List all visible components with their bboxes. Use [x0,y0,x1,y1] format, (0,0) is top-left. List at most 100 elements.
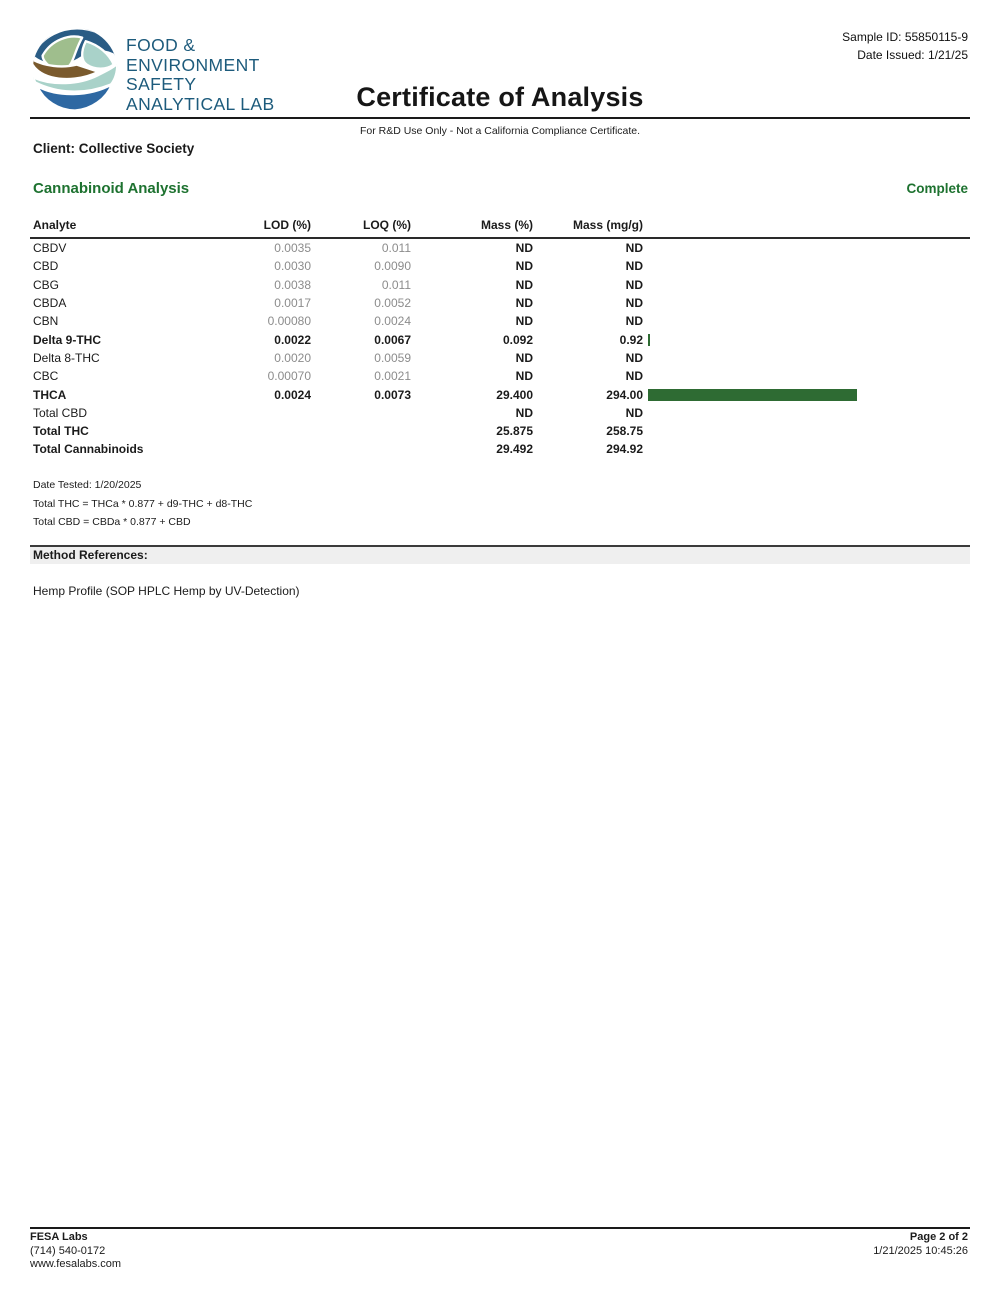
analyte-name: Delta 8-THC [33,350,100,365]
loq-value: 0.011 [381,277,411,292]
table-row: CBN 0.00080 0.0024 ND ND [30,312,970,330]
mass-mg-value: 294.92 [606,442,643,457]
lod-value: 0.00080 [267,314,311,329]
loq-value: 0.0059 [374,350,411,365]
analyte-name: CBD [33,259,59,274]
table-row: Delta 9-THC 0.0022 0.0067 0.092 0.92 [30,330,970,348]
client-name: Client: Collective Society [33,141,195,156]
analyte-name: CBG [33,277,60,292]
table-row: CBDA 0.0017 0.0052 ND ND [30,294,970,312]
footer-phone: (714) 540-0172 [30,1244,106,1257]
mass-mg-value: 258.75 [606,424,643,439]
mass-mg-value: ND [625,405,643,420]
col-header-lod: LOD (%) [263,218,311,232]
mass-bar-cell [643,388,970,401]
table-header-row: Analyte LOD (%) LOQ (%) Mass (%) Mass (m… [30,218,970,239]
lab-wordmark-line: ENVIRONMENT [126,54,260,75]
mass-pct-value: ND [515,259,533,274]
analyte-name: Total Cannabinoids [33,442,144,457]
mass-pct-value: ND [515,350,533,365]
footer-lab-info: FESA Labs (714) 540-0172 www.fesalabs.co… [30,1231,121,1272]
mass-mg-value: ND [625,259,643,274]
document-title: Certificate of Analysis [356,82,644,112]
compliance-disclaimer: For R&D Use Only - Not a California Comp… [359,125,641,137]
loq-value: 0.0067 [374,332,411,347]
lab-wordmark-line: FOOD & [126,35,196,55]
lab-logo [30,25,120,115]
loq-value: 0.0073 [374,387,411,402]
loq-value: 0.0052 [374,296,411,311]
lab-wordmark-line: ANALYTICAL LAB [126,93,275,114]
col-header-loq: LOQ (%) [363,218,411,232]
footer-lab-name: FESA Labs [30,1231,88,1243]
lab-wordmark-line: SAFETY [126,74,197,94]
table-row: CBDV 0.0035 0.011 ND ND [30,239,970,257]
table-row: CBD 0.0030 0.0090 ND ND [30,257,970,275]
sample-id: Sample ID: 55850115-9 [842,30,968,44]
analyte-name: CBN [33,314,59,329]
method-reference-item: Hemp Profile (SOP HPLC Hemp by UV-Detect… [33,584,300,598]
col-header-analyte: Analyte [33,218,77,232]
loq-value: 0.0024 [374,314,411,329]
total-cbd-formula: Total CBD = CBDa * 0.877 + CBD [33,516,191,529]
col-header-mass-mg: Mass (mg/g) [572,218,643,232]
lod-value: 0.0017 [274,296,311,311]
loq-value: 0.0021 [374,369,411,384]
mass-mg-value: ND [625,314,643,329]
date-issued: Date Issued: 1/21/25 [857,47,968,62]
loq-value: 0.011 [381,241,411,256]
lab-logo-icon [32,27,118,113]
lod-value: 0.0020 [274,350,311,365]
sample-info: Sample ID: 55850115-9 Date Issued: 1/21/… [842,29,968,64]
mass-pct-value: 25.875 [496,424,533,439]
total-thc-formula: Total THC = THCa * 0.877 + d9-THC + d8-T… [33,497,253,510]
analyte-name: THCA [33,387,67,402]
mass-pct-value: ND [515,369,533,384]
footer-page-number: Page 2 of 2 [909,1231,968,1243]
mass-pct-value: ND [515,296,533,311]
mass-pct-value: ND [515,405,533,420]
analysis-notes: Date Tested: 1/20/2025 Total THC = THCa … [33,476,252,532]
mass-mg-value: ND [625,296,643,311]
lod-value: 0.0030 [274,259,311,274]
table-row: CBC 0.00070 0.0021 ND ND [30,367,970,385]
table-row: THCA 0.0024 0.0073 29.400 294.00 [30,385,970,403]
mass-pct-value: ND [515,314,533,329]
mass-pct-value: 0.092 [502,332,533,347]
lod-value: 0.00070 [267,369,311,384]
section-header: Cannabinoid Analysis Complete [33,180,968,197]
section-title: Cannabinoid Analysis [33,180,190,197]
header-divider [30,117,970,119]
analyte-name: CBC [33,369,59,384]
table-row: Delta 8-THC 0.0020 0.0059 ND ND [30,349,970,367]
analyte-name: Total CBD [33,405,88,420]
table-row: Total CBD ND ND [30,404,970,422]
cannabinoid-table: Analyte LOD (%) LOQ (%) Mass (%) Mass (m… [30,218,970,459]
mass-mg-value: 0.92 [619,332,643,347]
lod-value: 0.0024 [274,387,311,402]
analyte-name: Total THC [33,424,89,439]
mass-bar [648,333,650,346]
analyte-name: Delta 9-THC [33,332,102,347]
footer-divider [30,1227,970,1229]
footer-page-info: Page 2 of 2 1/21/2025 10:45:26 [873,1231,968,1258]
method-references-heading: Method References: [30,545,970,564]
table-row: Total THC 25.875 258.75 [30,422,970,440]
mass-mg-value: ND [625,277,643,292]
table-row: CBG 0.0038 0.011 ND ND [30,276,970,294]
mass-bar [648,388,857,401]
lod-value: 0.0035 [274,241,311,256]
footer-website-link[interactable]: www.fesalabs.com [30,1258,122,1270]
lod-value: 0.0022 [274,332,311,347]
mass-mg-value: ND [625,241,643,256]
date-tested: Date Tested: 1/20/2025 [33,479,142,491]
mass-mg-value: 294.00 [606,387,643,402]
mass-pct-value: 29.400 [496,387,533,402]
analyte-name: CBDA [33,296,67,311]
footer-timestamp: 1/21/2025 10:45:26 [873,1244,968,1257]
mass-mg-value: ND [625,369,643,384]
analyte-name: CBDV [33,241,67,256]
lab-wordmark: FOOD & ENVIRONMENT SAFETY ANALYTICAL LAB [126,35,275,114]
lod-value: 0.0038 [274,277,311,292]
